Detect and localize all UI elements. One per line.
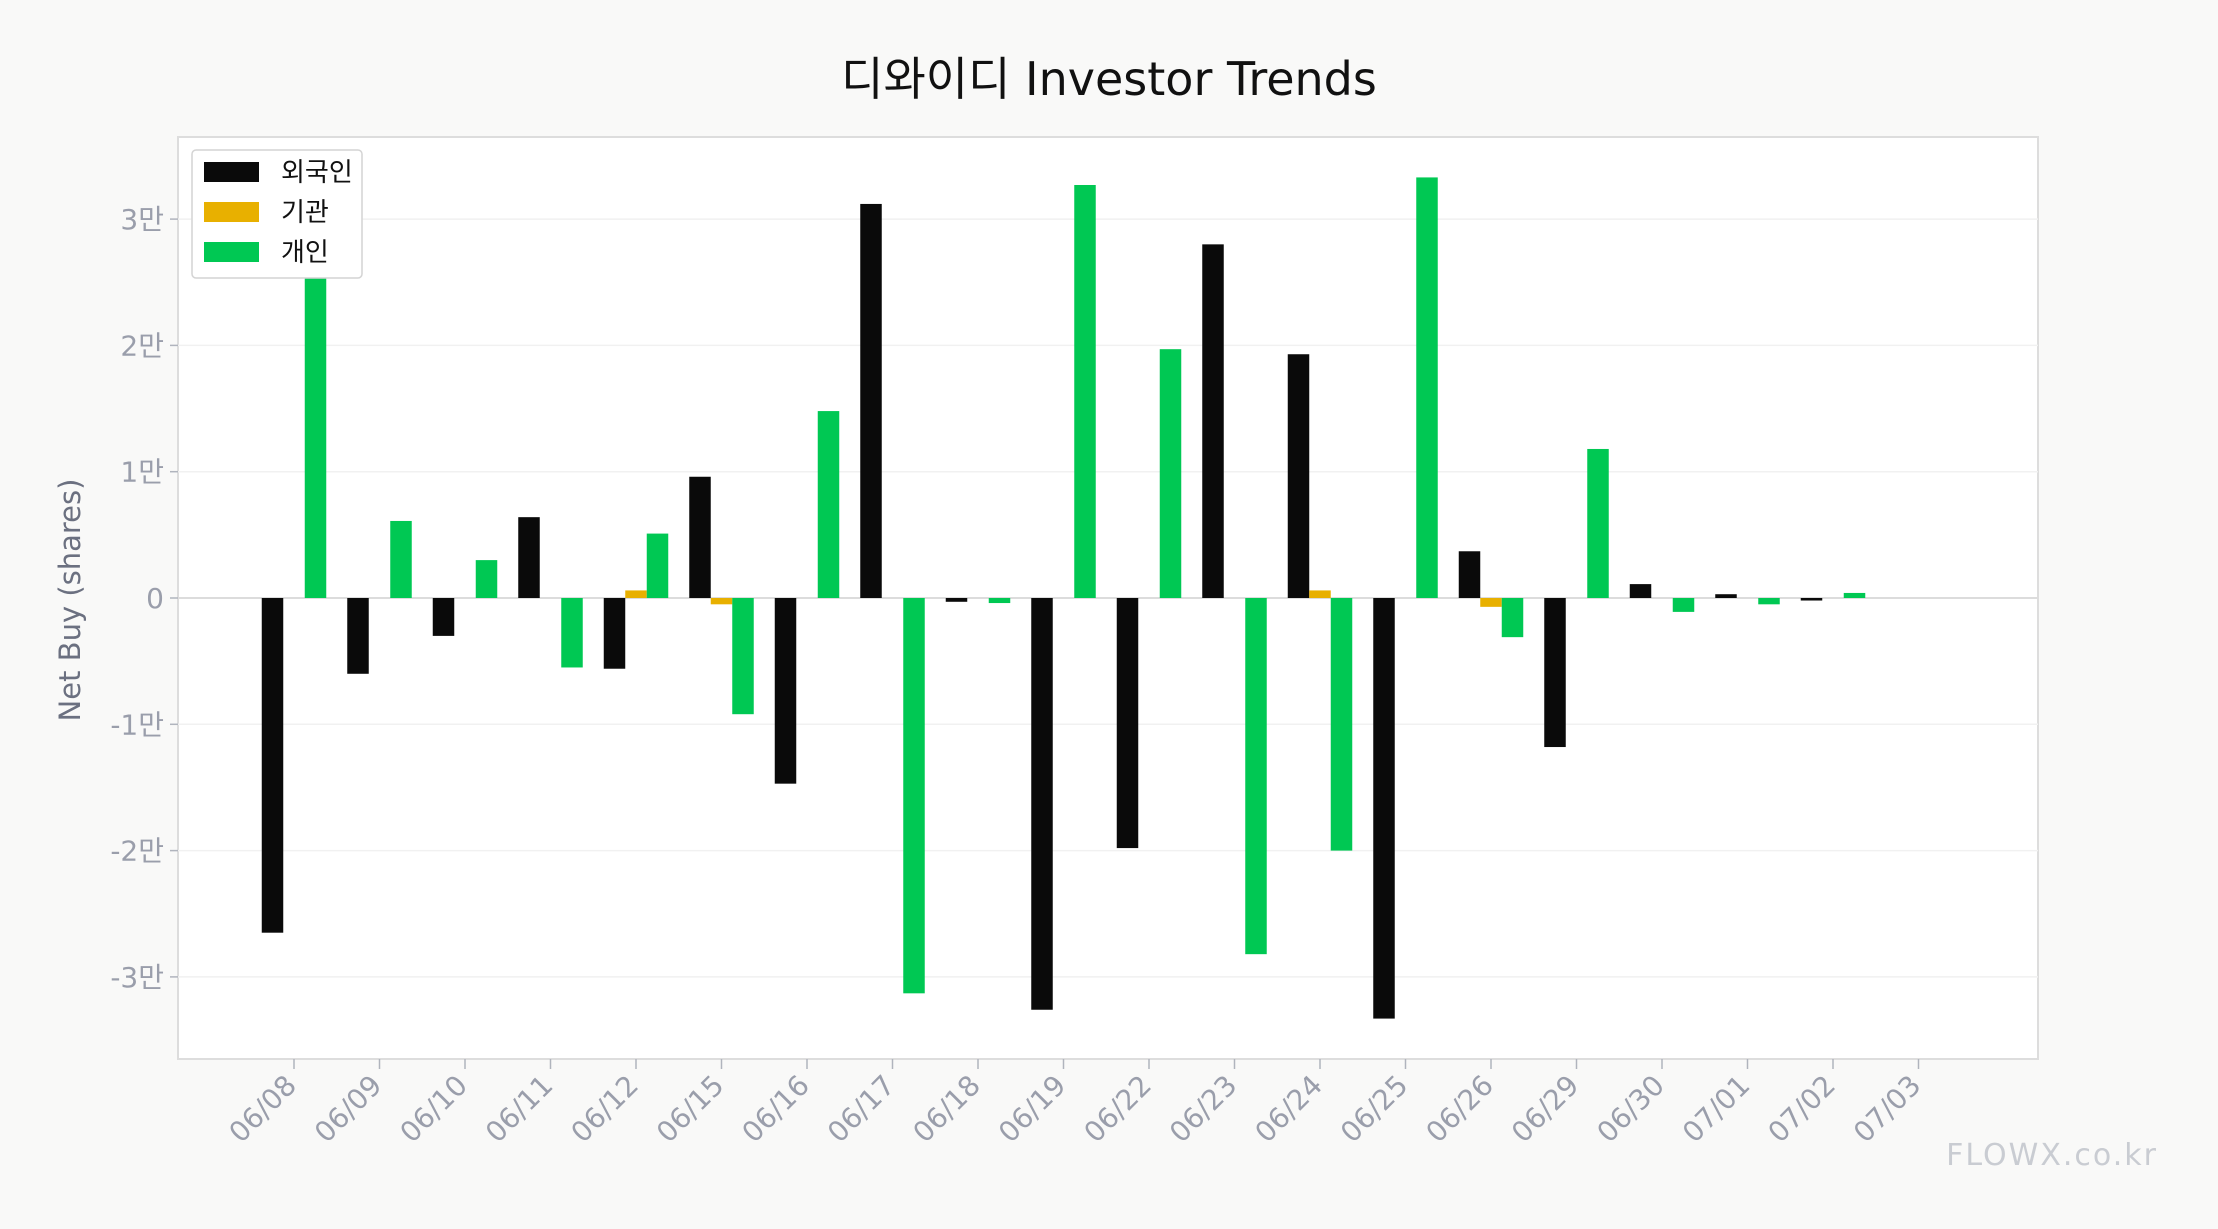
x-tick-label: 07/03 xyxy=(1847,1069,1927,1149)
bar-series-2-06/19 xyxy=(1074,184,1096,599)
bar-series-0-06/29 xyxy=(1544,598,1566,748)
legend-swatch xyxy=(204,202,259,222)
bar-series-2-06/26 xyxy=(1501,598,1524,638)
x-tick-label: 06/19 xyxy=(992,1069,1072,1149)
x-tick-label: 06/22 xyxy=(1078,1069,1158,1149)
bar-series-2-06/17 xyxy=(903,598,925,994)
x-tick-label: 06/15 xyxy=(650,1069,730,1149)
bar-series-0-06/18 xyxy=(945,598,968,602)
legend-swatch xyxy=(204,242,259,262)
x-tick-label: 06/26 xyxy=(1420,1069,1500,1149)
bar-series-0-06/26 xyxy=(1458,551,1481,598)
legend-label: 외국인 xyxy=(281,158,353,188)
bar-series-2-06/22 xyxy=(1159,349,1182,598)
bar-series-2-06/24 xyxy=(1330,598,1353,851)
bar-series-0-06/09 xyxy=(347,598,369,674)
bar-series-0-06/15 xyxy=(689,476,711,598)
y-tick-label: 0 xyxy=(146,582,164,615)
bars xyxy=(261,177,1866,1019)
x-tick-label: 06/18 xyxy=(907,1069,987,1149)
y-tick-label: -2만 xyxy=(110,835,164,868)
x-tick-label: 07/01 xyxy=(1676,1069,1756,1149)
y-tick-label: 1만 xyxy=(120,456,164,489)
x-tick-label: 07/02 xyxy=(1762,1069,1842,1149)
bar-series-0-06/23 xyxy=(1202,244,1224,598)
bar-series-0-07/01 xyxy=(1715,594,1737,598)
x-tick-label: 06/11 xyxy=(479,1069,559,1149)
bar-series-1-06/24 xyxy=(1309,590,1331,598)
bar-series-0-07/02 xyxy=(1800,598,1823,601)
y-axis-ticks: -3만 -2만 -1만 0 1만 2만 3만 xyxy=(110,203,178,994)
bar-series-0-06/25 xyxy=(1373,598,1395,1019)
legend-swatch xyxy=(204,162,259,182)
bar-series-1-06/15 xyxy=(710,598,733,605)
bar-series-0-06/11 xyxy=(518,517,540,598)
legend-label: 기관 xyxy=(281,198,329,228)
bar-series-2-07/01 xyxy=(1758,598,1780,605)
bar-series-2-06/11 xyxy=(561,598,583,668)
legend-label: 개인 xyxy=(281,238,329,268)
chart-title: 디와이디 Investor Trends xyxy=(841,52,1377,106)
bar-series-2-06/09 xyxy=(390,520,412,598)
bar-series-0-06/19 xyxy=(1031,598,1053,1010)
bar-series-2-07/02 xyxy=(1843,592,1866,598)
y-tick-label: 3만 xyxy=(120,203,164,236)
bar-series-2-06/25 xyxy=(1416,177,1438,598)
bar-series-0-06/17 xyxy=(860,203,882,598)
x-tick-label: 06/09 xyxy=(308,1069,388,1149)
watermark: FLOWX.co.kr xyxy=(1946,1138,2158,1173)
grid-lines xyxy=(178,218,2038,978)
y-tick-label: 2만 xyxy=(120,329,164,362)
x-tick-label: 06/24 xyxy=(1249,1069,1329,1149)
bar-series-2-06/08 xyxy=(304,263,327,598)
bar-series-0-06/10 xyxy=(432,598,455,636)
bar-series-2-06/16 xyxy=(817,411,840,598)
bar-series-2-06/18 xyxy=(988,598,1011,604)
x-tick-label: 06/08 xyxy=(223,1069,303,1149)
x-tick-label: 06/29 xyxy=(1505,1069,1585,1149)
x-tick-label: 06/17 xyxy=(821,1069,901,1149)
bar-series-0-06/16 xyxy=(774,598,797,784)
bar-series-1-06/26 xyxy=(1480,598,1502,607)
x-tick-label: 06/25 xyxy=(1334,1069,1414,1149)
x-tick-label: 06/30 xyxy=(1591,1069,1671,1149)
x-tick-label: 06/12 xyxy=(565,1069,645,1149)
x-axis-ticks: 06/08 06/09 06/10 06/11 06/12 06/15 06/16 06/17… xyxy=(223,1059,1927,1149)
bar-series-1-06/12 xyxy=(625,590,647,598)
y-tick-label: -1만 xyxy=(110,708,164,741)
x-tick-label: 06/16 xyxy=(736,1069,816,1149)
bar-series-2-06/12 xyxy=(646,533,669,598)
bar-series-0-06/12 xyxy=(603,598,626,669)
bar-series-0-06/30 xyxy=(1629,584,1652,598)
bar-series-0-06/22 xyxy=(1116,598,1139,849)
x-tick-label: 06/23 xyxy=(1163,1069,1243,1149)
y-tick-label: -3만 xyxy=(110,961,164,994)
bar-series-2-06/30 xyxy=(1672,598,1695,612)
bar-series-0-06/08 xyxy=(261,598,284,933)
bar-series-2-06/29 xyxy=(1587,448,1609,598)
bar-series-2-06/10 xyxy=(475,560,498,598)
bar-series-2-06/23 xyxy=(1245,598,1267,955)
x-tick-label: 06/10 xyxy=(394,1069,474,1149)
y-axis-label: Net Buy (shares) xyxy=(53,479,87,722)
bar-series-0-06/24 xyxy=(1287,354,1310,598)
bar-series-2-06/15 xyxy=(732,598,754,715)
